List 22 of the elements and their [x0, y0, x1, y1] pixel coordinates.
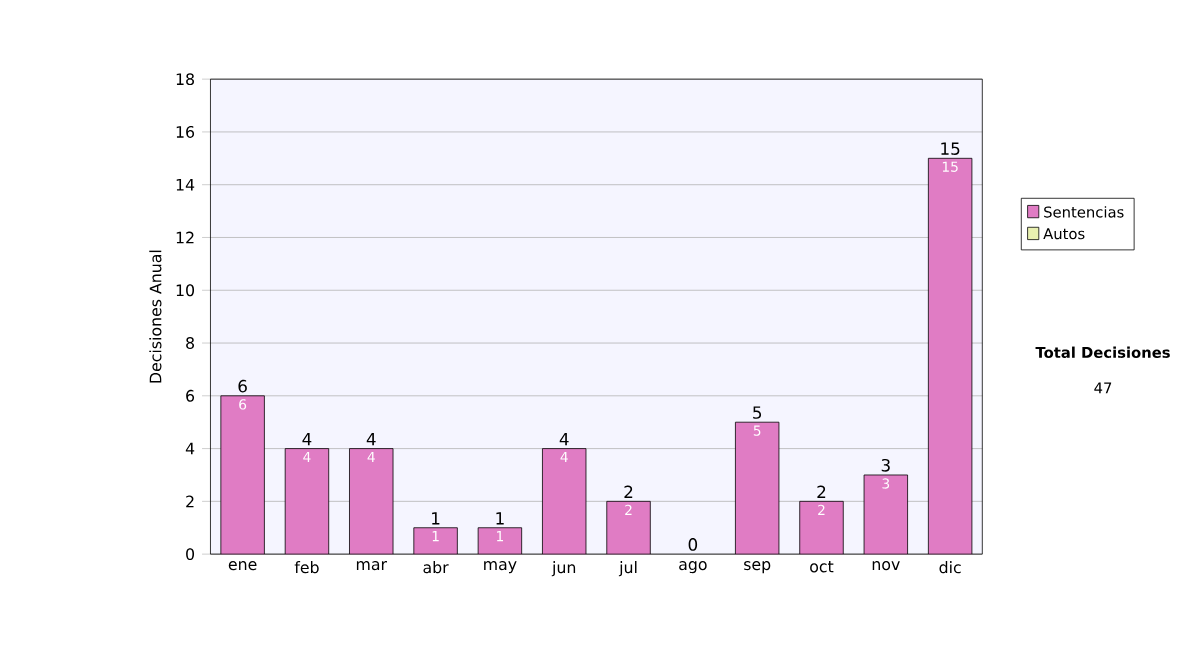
- total-label: 4: [302, 432, 312, 445]
- total-label: 4: [559, 432, 569, 445]
- total-label: 2: [624, 485, 633, 498]
- total-label: 6: [238, 379, 247, 393]
- total-label: 1: [432, 511, 440, 524]
- bar: [864, 474, 908, 554]
- bar: [542, 447, 587, 554]
- bar: [284, 447, 330, 554]
- bar: [220, 394, 265, 554]
- total-label: 4: [366, 432, 376, 445]
- bar: [735, 421, 779, 554]
- total-label: 2: [817, 485, 826, 498]
- bar: [606, 500, 651, 554]
- bar: [413, 527, 458, 554]
- total-label: 0: [688, 537, 698, 551]
- bar: [927, 157, 973, 554]
- total-label: 15: [941, 142, 960, 155]
- bar: [349, 447, 394, 554]
- total-label: 5: [753, 405, 762, 419]
- bar: [799, 500, 844, 554]
- total-label: 1: [496, 511, 504, 524]
- total-label: 3: [881, 458, 890, 472]
